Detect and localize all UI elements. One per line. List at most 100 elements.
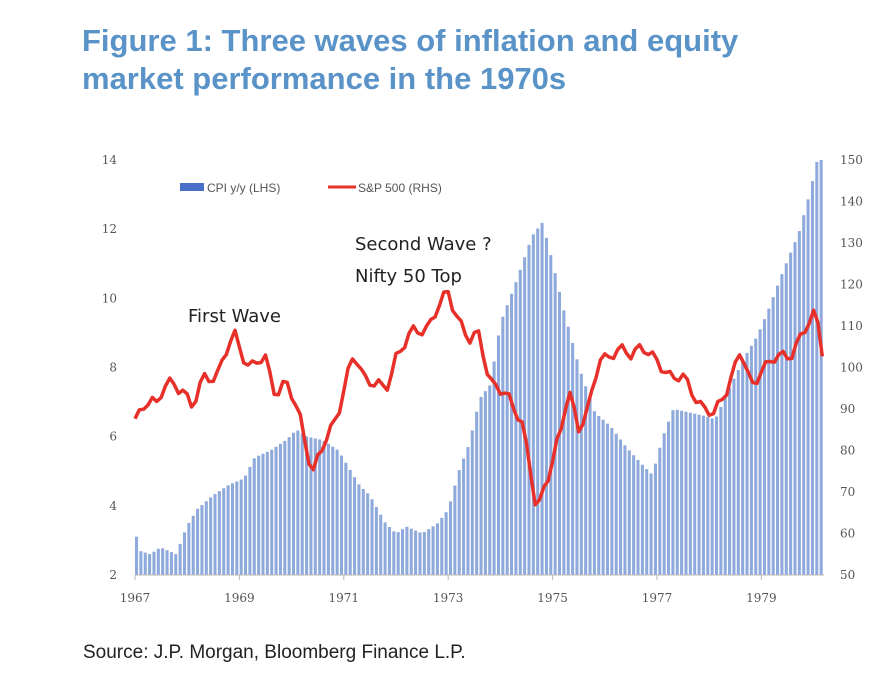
cpi-bar — [815, 161, 819, 576]
cpi-bar — [706, 416, 710, 575]
cpi-bar — [296, 430, 300, 575]
y-left-tick-label: 8 — [109, 361, 117, 375]
y-left-tick-label: 14 — [102, 153, 118, 167]
cpi-bar — [431, 526, 435, 575]
cpi-bar — [418, 532, 422, 575]
cpi-bar — [422, 532, 426, 575]
cpi-bar — [453, 485, 457, 575]
cpi-bar — [601, 419, 605, 575]
cpi-bar — [749, 345, 753, 575]
chart-title-line-1: Figure 1: Three waves of inflation and e… — [82, 23, 739, 58]
cpi-bar — [209, 497, 213, 575]
cpi-bar — [230, 483, 234, 575]
cpi-bar — [405, 526, 409, 575]
cpi-bar — [374, 506, 378, 575]
cpi-bar — [361, 488, 365, 575]
cpi-bar — [636, 460, 640, 575]
cpi-bar — [313, 438, 317, 575]
cpi-bar — [309, 437, 313, 575]
cpi-bar — [619, 439, 623, 575]
cpi-bar — [658, 447, 662, 575]
spx-line — [133, 289, 825, 507]
cpi-bar — [283, 440, 287, 575]
cpi-bar — [252, 458, 256, 575]
cpi-bar — [366, 493, 370, 575]
cpi-bar — [348, 469, 352, 575]
cpi-bar — [479, 396, 483, 575]
cpi-bar — [440, 517, 444, 575]
cpi-bar — [226, 485, 230, 575]
cpi-bar — [261, 453, 265, 575]
cpi-bar — [244, 475, 248, 575]
cpi-bar — [318, 439, 322, 575]
cpi-bar — [265, 451, 269, 575]
cpi-bar — [719, 406, 723, 575]
cpi-bar — [627, 450, 631, 575]
y-left-tick-label: 10 — [102, 291, 117, 305]
cpi-bar — [732, 378, 736, 575]
cpi-bar — [448, 501, 453, 575]
cpi-bar — [710, 418, 714, 575]
cpi-bar — [222, 488, 226, 575]
cpi-bar — [492, 361, 496, 575]
cpi-bar — [789, 252, 793, 575]
cpi-bar — [588, 398, 592, 575]
cpi-bar — [387, 527, 391, 575]
cpi-bar — [597, 415, 601, 575]
cpi-bar — [592, 411, 596, 575]
cpi-bar — [344, 462, 348, 575]
cpi-bar — [496, 335, 500, 575]
cpi-bar — [728, 387, 732, 575]
chart-axes: 2 4 6 8 10 12 14 50 60 70 80 90 100 110 120 130 140 150 19… — [102, 153, 863, 605]
cpi-bar — [549, 255, 553, 575]
annotation-second-wave: Second Wave ? — [355, 234, 492, 255]
y-right-tick-label: 90 — [840, 402, 855, 416]
cpi-bar — [169, 552, 173, 575]
cpi-bar — [514, 282, 518, 575]
cpi-bar — [697, 414, 701, 575]
cpi-bars — [135, 160, 823, 576]
cpi-bar — [784, 263, 788, 575]
cpi-bar — [462, 458, 466, 575]
y-right-tick-label: 50 — [840, 568, 855, 582]
cpi-bar — [444, 512, 448, 575]
legend-cpi-label: CPI y/y (LHS) — [207, 181, 280, 195]
cpi-bar — [562, 310, 566, 575]
source-note: Source: J.P. Morgan, Bloomberg Finance L… — [83, 642, 466, 663]
cpi-bar — [754, 338, 758, 575]
cpi-bar — [667, 421, 671, 575]
cpi-bar — [762, 319, 766, 575]
cpi-bar — [675, 409, 679, 575]
cpi-bar — [270, 449, 274, 575]
cpi-bar — [414, 530, 418, 575]
cpi-bar — [156, 548, 160, 575]
cpi-bar — [610, 428, 614, 575]
cpi-bar — [767, 308, 771, 575]
cpi-bar — [758, 329, 762, 575]
cpi-bar — [470, 430, 474, 575]
cpi-bar — [527, 244, 531, 575]
cpi-bar — [148, 554, 152, 575]
y-right-tick-label: 100 — [840, 361, 863, 375]
cpi-bar — [187, 522, 191, 575]
cpi-bar — [217, 491, 221, 575]
cpi-bar — [579, 373, 583, 575]
cpi-bar — [204, 501, 208, 575]
cpi-bar — [370, 499, 374, 575]
cpi-bar — [257, 455, 261, 575]
cpi-bar — [274, 446, 278, 575]
cpi-bar — [165, 550, 169, 575]
cpi-bar — [392, 531, 396, 575]
cpi-bar — [396, 532, 400, 575]
cpi-bar — [797, 231, 801, 576]
cpi-bar — [684, 411, 688, 575]
legend-spx-label: S&P 500 (RHS) — [358, 181, 442, 195]
cpi-bar — [571, 343, 575, 575]
cpi-bar — [235, 481, 239, 575]
cpi-bar — [741, 361, 745, 575]
y-left-tick-label: 6 — [109, 430, 117, 444]
cpi-bar — [688, 412, 692, 575]
cpi-bar — [409, 528, 413, 575]
cpi-bar — [135, 536, 139, 575]
